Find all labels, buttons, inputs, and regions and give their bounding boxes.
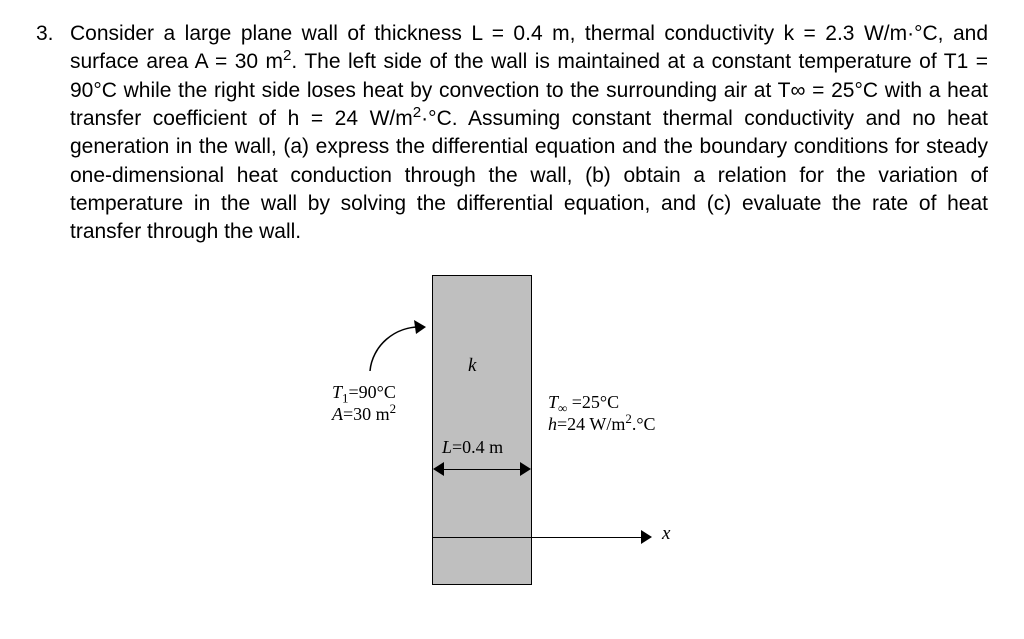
t1-line: T1=90°C <box>332 381 396 404</box>
tinf-val: =25°C <box>567 392 619 412</box>
left-boundary-labels: T1=90°C A=30 m2 <box>332 381 396 426</box>
figure: k T1=90°C A=30 m2 T∞ =25°C h=24 W/m2.°C … <box>302 275 722 595</box>
problem-block: 3. Consider a large plane wall of thickn… <box>36 20 988 247</box>
h-tail: .°C <box>632 414 656 434</box>
pointer-arrow-icon <box>366 319 436 379</box>
figure-container: k T1=90°C A=30 m2 T∞ =25°C h=24 W/m2.°C … <box>36 275 988 615</box>
t1-var: T <box>332 382 342 402</box>
x-axis-label: x <box>662 521 670 547</box>
tinf-line: T∞ =25°C <box>548 391 656 414</box>
a-exp: 2 <box>390 401 396 416</box>
t1-val: =90°C <box>349 382 396 402</box>
x-axis-arrow-icon <box>432 531 652 545</box>
a-var: A <box>332 404 343 424</box>
L-val: =0.4 m <box>452 437 503 457</box>
tinf-var: T <box>548 392 558 412</box>
thickness-label: L=0.4 m <box>442 435 503 459</box>
problem-number: 3. <box>36 20 70 247</box>
h-var: h <box>548 414 557 434</box>
L-var: L <box>442 437 452 457</box>
thickness-dimension-arrow-icon <box>433 463 531 477</box>
sq-exp-2: 2 <box>413 104 421 121</box>
h-line: h=24 W/m2.°C <box>548 413 656 436</box>
problem-text: Consider a large plane wall of thickness… <box>70 20 988 247</box>
k-label: k <box>468 353 476 379</box>
h-val: =24 W/m <box>557 414 625 434</box>
area-line: A=30 m2 <box>332 403 396 426</box>
a-val: =30 m <box>343 404 390 424</box>
right-boundary-labels: T∞ =25°C h=24 W/m2.°C <box>548 391 656 436</box>
